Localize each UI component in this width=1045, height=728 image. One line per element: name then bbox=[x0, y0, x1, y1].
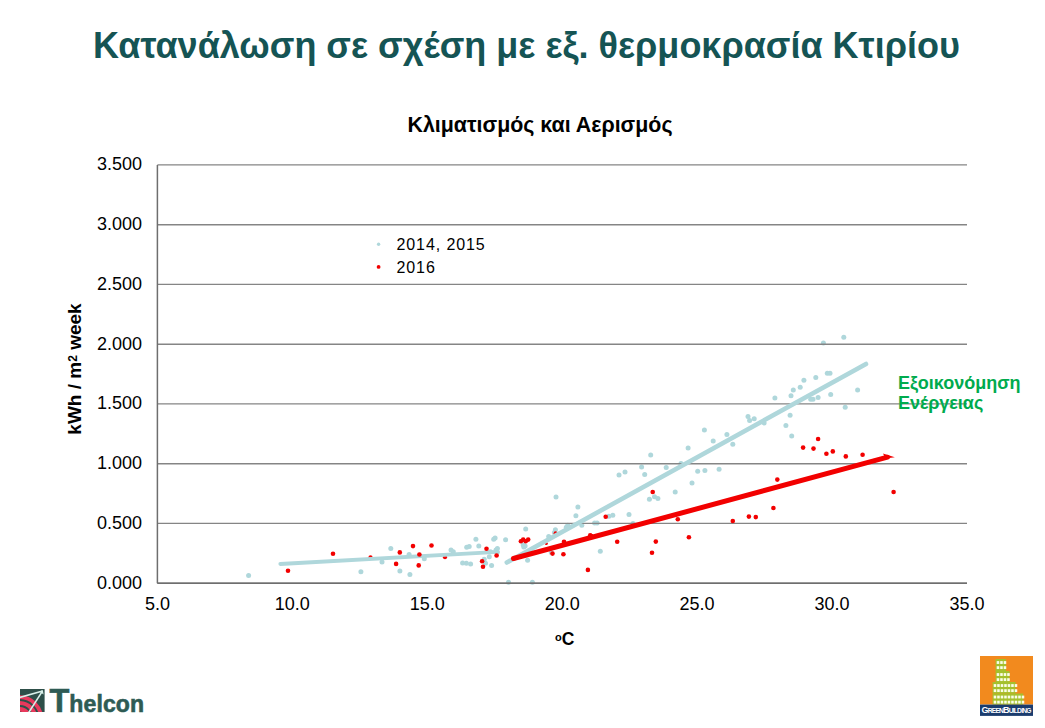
svg-text:GREENBUILDING: GREENBUILDING bbox=[982, 705, 1032, 715]
